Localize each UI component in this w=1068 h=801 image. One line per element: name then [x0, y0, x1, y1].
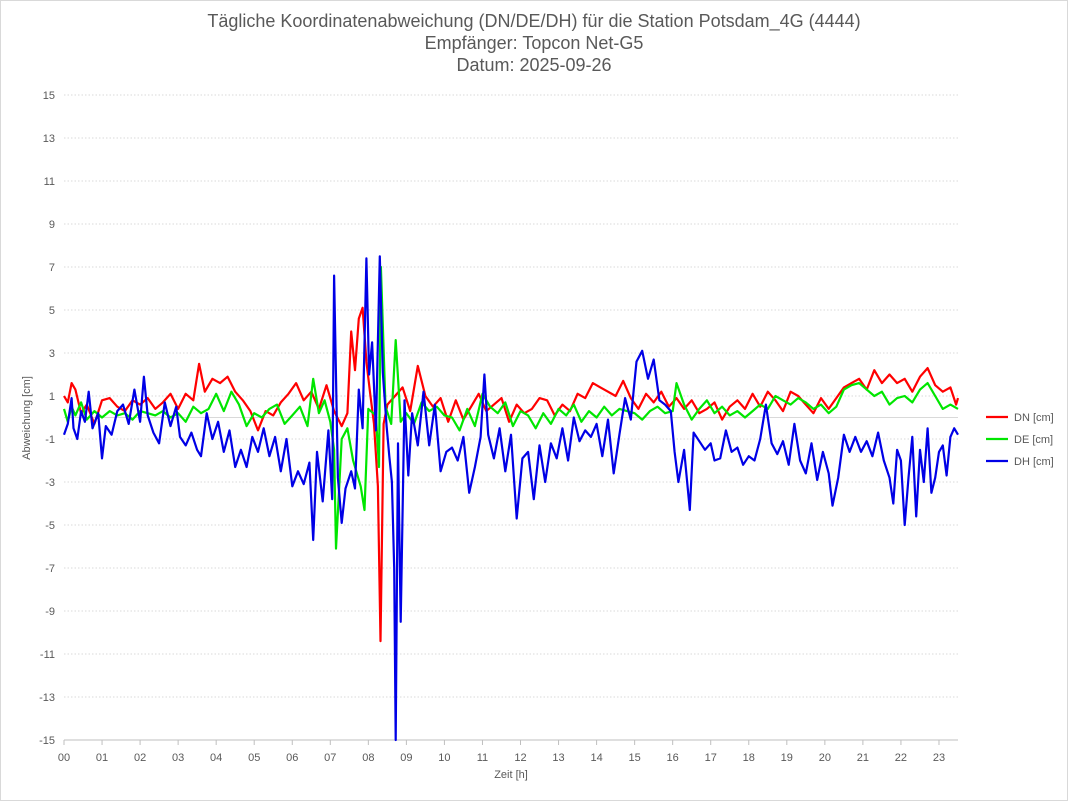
series-line-dh [62, 255, 959, 742]
y-tick-label: -11 [40, 649, 55, 661]
chart-date: Datum: 2025-09-26 [456, 55, 612, 75]
y-tick-label: -9 [45, 606, 55, 618]
x-tick-label: 12 [514, 752, 526, 764]
x-tick-label: 17 [705, 752, 717, 764]
x-tick-label: 23 [933, 752, 945, 764]
series-line-dn [63, 306, 960, 643]
y-axis-title: Abweichung [cm] [21, 376, 33, 460]
x-tick-label: 15 [629, 752, 641, 764]
y-tick-label: 15 [43, 90, 55, 102]
x-tick-label: 10 [438, 752, 450, 764]
y-tick-label: 13 [43, 133, 55, 145]
y-tick-label: -3 [45, 477, 55, 489]
x-tick-label: 04 [210, 752, 222, 764]
legend-label: DE [cm] [1014, 434, 1053, 446]
x-tick-label: 07 [324, 752, 336, 764]
x-tick-label: 16 [667, 752, 679, 764]
y-tick-label: 5 [49, 305, 55, 317]
legend-item-dn[interactable]: DN [cm] [986, 412, 1054, 424]
y-tick-label: -7 [45, 563, 55, 575]
x-tick-label: 11 [477, 752, 488, 764]
x-tick-label: 02 [134, 752, 146, 764]
series-group [62, 255, 960, 742]
x-tick-label: 01 [96, 752, 108, 764]
x-axis-title: Zeit [h] [494, 769, 528, 781]
y-tick-label: -13 [39, 692, 55, 704]
y-tick-label: -15 [39, 735, 55, 747]
x-tick-label: 06 [286, 752, 298, 764]
chart-title-block: Tägliche Koordinatenabweichung (DN/DE/DH… [0, 10, 1068, 76]
x-tick-label: 00 [58, 752, 70, 764]
x-axis: 00 01 02 03 04 05 06 07 08 09 10 11 12 13 14 15 16 17 18 19… [58, 739, 958, 764]
y-tick-label: -1 [45, 434, 55, 446]
x-tick-label: 18 [743, 752, 755, 764]
y-tick-label: -5 [45, 520, 55, 532]
y-tick-label: 9 [49, 219, 55, 231]
x-tick-label: 19 [781, 752, 793, 764]
x-tick-label: 13 [552, 752, 564, 764]
legend-label: DN [cm] [1014, 412, 1054, 424]
chart-title: Tägliche Koordinatenabweichung (DN/DE/DH… [207, 11, 861, 31]
y-tick-label: 11 [44, 176, 55, 188]
x-tick-label: 05 [248, 752, 260, 764]
x-tick-label: 09 [400, 752, 412, 764]
y-axis-ticks: 15 13 11 9 7 5 3 1 -1 -3 -5 -7 -9 -11 -13 -15 [39, 90, 55, 747]
x-tick-label: 14 [590, 752, 602, 764]
x-tick-label: 03 [172, 752, 184, 764]
x-tick-label: 22 [895, 752, 907, 764]
series-line-de [62, 265, 959, 550]
y-tick-label: 3 [49, 348, 55, 360]
y-tick-label: 7 [49, 262, 55, 274]
chart-subtitle: Empfänger: Topcon Net-G5 [424, 33, 644, 53]
legend-item-de[interactable]: DE [cm] [986, 434, 1053, 446]
legend[interactable]: DN [cm] DE [cm] DH [cm] [986, 412, 1054, 468]
x-tick-label: 21 [857, 752, 869, 764]
legend-item-dh[interactable]: DH [cm] [986, 456, 1054, 468]
y-tick-label: 1 [49, 391, 55, 403]
x-tick-label: 08 [362, 752, 374, 764]
x-tick-label: 20 [819, 752, 831, 764]
legend-label: DH [cm] [1014, 456, 1054, 468]
